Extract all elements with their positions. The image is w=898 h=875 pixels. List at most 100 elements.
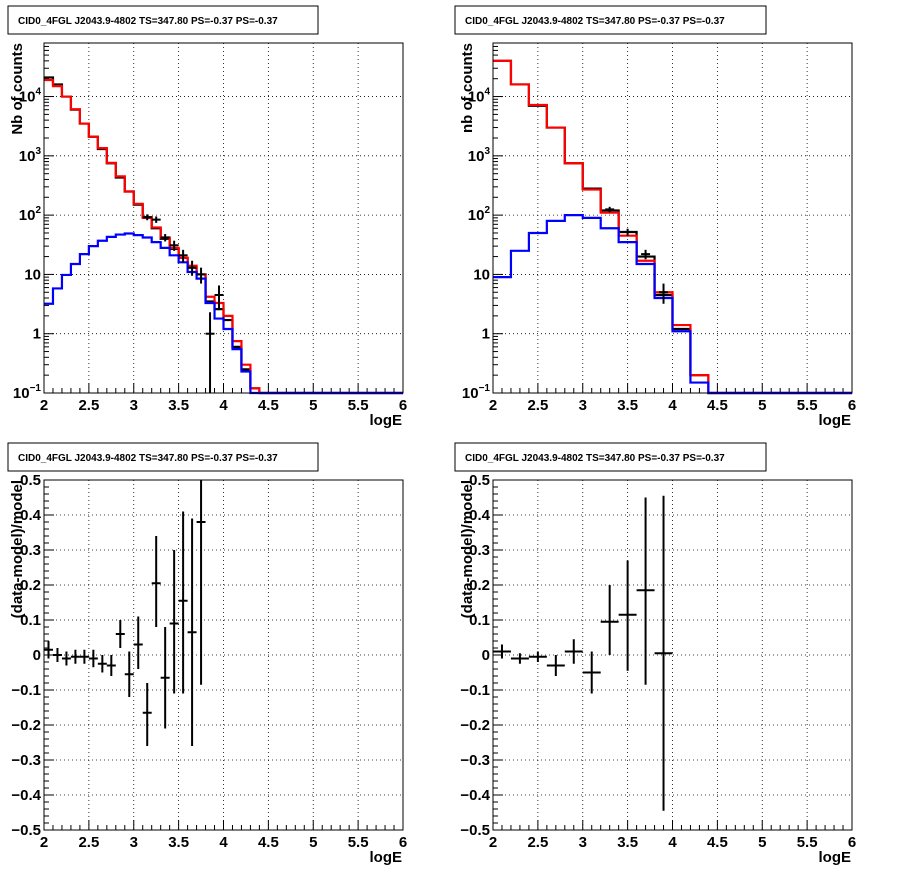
y-tick-label: 0 <box>482 647 490 664</box>
x-tick-label: 4 <box>219 397 228 414</box>
x-tick-label: 3.5 <box>168 397 189 414</box>
data-point <box>214 285 224 311</box>
y-axis-label: nb of counts <box>459 43 476 133</box>
data-point <box>582 651 601 694</box>
data-point <box>142 683 152 746</box>
y-tick-label: −0.2 <box>11 717 41 734</box>
y-tick-label: −0.4 <box>11 787 41 804</box>
y-tick-label: −0.1 <box>460 682 490 699</box>
x-tick-label: 3 <box>579 834 587 851</box>
histogram-series-2 <box>493 214 852 395</box>
y-tick-label: −0.5 <box>11 822 41 839</box>
x-tick-label: 3.5 <box>617 834 638 851</box>
x-tick-label: 5.5 <box>348 834 369 851</box>
y-tick-label: −0.1 <box>11 682 41 699</box>
chart-panel-top-left: CID0_4FGL J2043.9-4802 TS=347.80 PS=-0.3… <box>7 5 407 429</box>
x-tick-label: 4.5 <box>707 397 728 414</box>
x-tick-label: 4.5 <box>707 834 728 851</box>
data-point <box>623 228 633 236</box>
data-points <box>44 480 206 746</box>
x-tick-label: 2 <box>40 834 48 851</box>
x-tick-label: 2.5 <box>527 834 548 851</box>
y-tick-label: 0.2 <box>469 577 490 594</box>
chart-title: CID0_4FGL J2043.9-4802 TS=347.80 PS=-0.3… <box>465 16 725 27</box>
y-tick-label: −0.4 <box>460 787 490 804</box>
plot-frame <box>43 42 404 394</box>
data-point <box>528 651 547 662</box>
data-point <box>88 649 98 668</box>
chart-title: CID0_4FGL J2043.9-4802 TS=347.80 PS=-0.3… <box>18 453 278 464</box>
y-tick-label: 10 <box>24 266 41 283</box>
data-point <box>493 644 511 659</box>
y-tick-label: 0.5 <box>20 472 41 489</box>
y-axis-label: Nb of counts <box>9 43 26 135</box>
x-tick-label: 6 <box>848 397 856 414</box>
x-tick-label: 5.5 <box>797 834 818 851</box>
data-point <box>52 648 62 662</box>
x-tick-label: 4 <box>668 834 677 851</box>
x-tick-label: 5 <box>309 397 317 414</box>
data-point <box>659 283 669 304</box>
histogram-series-1 <box>44 78 403 395</box>
x-tick-label: 5 <box>309 834 317 851</box>
x-tick-label: 6 <box>399 834 407 851</box>
data-point <box>142 214 152 221</box>
x-tick-label: 2.5 <box>527 397 548 414</box>
chart-panel-top-right: CID0_4FGL J2043.9-4802 TS=347.80 PS=-0.3… <box>454 5 856 429</box>
data-point <box>160 234 170 242</box>
title-box <box>7 442 319 472</box>
data-point <box>70 649 80 664</box>
x-tick-label: 4 <box>668 397 677 414</box>
x-axis-label: logE <box>819 412 852 429</box>
title-box <box>7 5 319 35</box>
x-tick-label: 2 <box>489 834 497 851</box>
data-points <box>142 214 224 393</box>
y-tick-label: 102 <box>468 205 491 224</box>
x-tick-label: 2 <box>40 397 48 414</box>
grid <box>493 480 852 830</box>
x-tick-label: 3 <box>130 397 138 414</box>
data-point <box>169 240 179 251</box>
x-tick-label: 6 <box>848 834 856 851</box>
data-point <box>44 641 53 659</box>
x-tick-label: 3 <box>130 834 138 851</box>
data-point <box>196 480 206 685</box>
y-tick-label: 10 <box>473 266 490 283</box>
x-axis-label: logE <box>370 849 403 866</box>
y-tick-label: −0.5 <box>460 822 490 839</box>
y-tick-label: −0.3 <box>460 752 490 769</box>
y-tick-label: 103 <box>468 146 491 165</box>
data-point <box>124 651 134 697</box>
y-tick-label: 104 <box>468 87 491 106</box>
data-point <box>151 216 161 223</box>
y-tick-label: 10−1 <box>462 383 491 402</box>
plot-frame <box>492 42 853 394</box>
x-tick-label: 4.5 <box>258 834 279 851</box>
data-point <box>151 536 161 627</box>
axis-ticks <box>492 42 853 394</box>
title-box <box>454 5 767 35</box>
data-point <box>636 497 655 685</box>
chart-title: CID0_4FGL J2043.9-4802 TS=347.80 PS=-0.3… <box>465 453 725 464</box>
plot-frame <box>43 479 404 831</box>
data-point <box>178 249 188 263</box>
data-point <box>160 627 170 729</box>
data-point <box>187 260 197 276</box>
x-tick-label: 4 <box>219 834 228 851</box>
data-point <box>133 616 143 669</box>
y-tick-label: −0.2 <box>460 717 490 734</box>
x-tick-label: 2.5 <box>78 834 99 851</box>
chart-title: CID0_4FGL J2043.9-4802 TS=347.80 PS=-0.3… <box>18 16 278 27</box>
data-point <box>79 649 89 664</box>
grid <box>44 43 403 393</box>
title-box <box>454 442 767 472</box>
y-tick-label: 0.3 <box>20 542 41 559</box>
data-point <box>178 511 188 694</box>
x-axis-label: logE <box>819 849 852 866</box>
data-points <box>605 206 669 304</box>
data-point <box>205 312 215 393</box>
data-point <box>654 495 673 811</box>
data-point <box>196 267 206 284</box>
x-tick-label: 5 <box>758 397 766 414</box>
data-point <box>564 639 583 664</box>
